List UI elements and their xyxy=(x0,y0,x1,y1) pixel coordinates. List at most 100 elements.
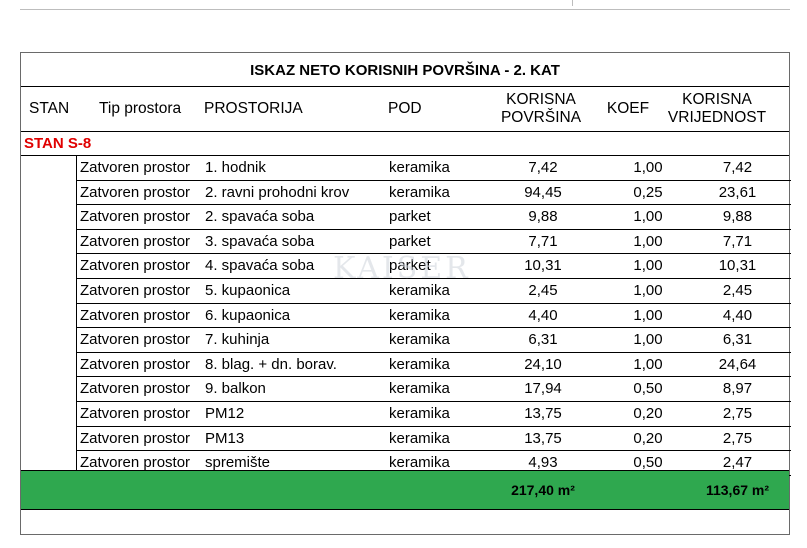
cell-koef: 0,20 xyxy=(633,405,663,422)
header-povrsina: KORISNA POVRŠINA xyxy=(500,90,582,126)
cell-prostorija: spremište xyxy=(205,454,271,472)
table-row: Zatvoren prostor PM12 keramika 13,75 0,20 2,7… xyxy=(76,402,791,427)
table-row: Zatvoren prostor 2. spavaća soba parket 9,8… xyxy=(76,205,791,230)
top-tick xyxy=(572,0,573,6)
cell-prostorija: 9. balkon xyxy=(205,380,266,398)
cell-pod: keramika xyxy=(389,380,450,398)
cell-pod: keramika xyxy=(389,159,450,176)
cell-koef: 1,00 xyxy=(633,331,663,349)
cell-koef: 1,00 xyxy=(633,282,663,299)
cell-prostorija: 6. kupaonica xyxy=(205,306,291,324)
cell-vrijednost: 4,40 xyxy=(722,306,753,324)
table-row: Zatvoren prostor 5. kupaonica keramika 2,45… xyxy=(76,279,791,304)
section-divider xyxy=(21,155,789,156)
header-stan: STAN xyxy=(29,99,70,117)
cell-prostorija: 1. hodnik xyxy=(205,159,266,176)
cell-pod: keramika xyxy=(389,331,450,349)
table-row: Zatvoren prostor 2. ravni prohodni krov ke… xyxy=(76,181,791,206)
cell-vrijednost: 24,64 xyxy=(718,355,757,373)
cell-povrsina: 7,71 xyxy=(528,232,558,250)
cell-tip: Zatvoren prostor xyxy=(80,355,191,373)
header-pod: POD xyxy=(388,99,422,117)
header-divider xyxy=(21,131,789,132)
cell-tip: Zatvoren prostor xyxy=(80,282,191,299)
cell-povrsina: 4,40 xyxy=(528,306,558,324)
table-row: Zatvoren prostor 8. blag. + dn. borav. ker… xyxy=(76,353,791,378)
cell-povrsina: 2,45 xyxy=(528,282,558,299)
cell-vrijednost: 9,88 xyxy=(722,208,753,226)
cell-tip: Zatvoren prostor xyxy=(80,380,191,398)
cell-pod: keramika xyxy=(389,429,450,447)
cell-koef: 1,00 xyxy=(633,232,663,250)
header-tip: Tip prostora xyxy=(99,99,182,117)
cell-vrijednost: 8,97 xyxy=(722,380,753,398)
cell-pod: keramika xyxy=(389,405,450,422)
stan-column-divider xyxy=(76,156,77,470)
watermark: KAISER xyxy=(333,251,471,286)
table-row: Zatvoren prostor 3. spavaća soba parket 7,7… xyxy=(76,230,791,255)
cell-pod: keramika xyxy=(389,183,450,201)
area-table: ISKAZ NETO KORISNIH POVRŠINA - 2. KAT ST… xyxy=(20,52,791,535)
cell-vrijednost: 2,75 xyxy=(722,405,753,422)
cell-vrijednost: 7,42 xyxy=(722,159,753,176)
cell-tip: Zatvoren prostor xyxy=(80,331,191,349)
cell-vrijednost: 2,75 xyxy=(722,429,753,447)
cell-vrijednost: 23,61 xyxy=(718,183,757,201)
table-row: Zatvoren prostor 4. spavaća soba parket 10,… xyxy=(76,254,791,279)
cell-koef: 1,00 xyxy=(633,208,663,226)
table-title: ISKAZ NETO KORISNIH POVRŠINA - 2. KAT xyxy=(21,53,789,87)
total-vrijednost: 113,67 m² xyxy=(705,482,770,498)
cell-prostorija: 2. spavaća soba xyxy=(205,208,315,226)
cell-tip: Zatvoren prostor xyxy=(80,429,191,447)
cell-povrsina: 24,10 xyxy=(524,355,562,373)
cell-prostorija: PM13 xyxy=(205,429,245,447)
cell-prostorija: 8. blag. + dn. borav. xyxy=(205,355,337,373)
cell-koef: 1,00 xyxy=(633,355,663,373)
cell-povrsina: 13,75 xyxy=(524,405,562,422)
cell-pod: keramika xyxy=(389,355,450,373)
cell-koef: 0,50 xyxy=(633,454,663,472)
cell-koef: 1,00 xyxy=(633,159,663,176)
top-rule xyxy=(20,9,790,10)
cell-tip: Zatvoren prostor xyxy=(80,159,191,176)
cell-prostorija: 2. ravni prohodni krov xyxy=(205,183,350,201)
table-row: Zatvoren prostor PM13 keramika 13,75 0,20 2,7… xyxy=(76,427,791,452)
cell-prostorija: 3. spavaća soba xyxy=(205,232,315,250)
cell-povrsina: 13,75 xyxy=(524,429,562,447)
header-prostorija: PROSTORIJA xyxy=(204,99,303,117)
cell-vrijednost: 2,45 xyxy=(722,282,753,299)
cell-povrsina: 9,88 xyxy=(528,208,558,226)
cell-prostorija: 5. kupaonica xyxy=(205,282,291,299)
section-label: STAN S-8 xyxy=(24,135,92,152)
cell-koef: 1,00 xyxy=(633,257,663,275)
cell-pod: keramika xyxy=(389,454,450,472)
cell-vrijednost: 7,71 xyxy=(722,232,753,250)
cell-povrsina: 4,93 xyxy=(528,454,558,472)
cell-povrsina: 94,45 xyxy=(524,183,562,201)
header-koef: KOEF xyxy=(606,99,650,117)
cell-tip: Zatvoren prostor xyxy=(80,257,191,275)
table-row: Zatvoren prostor 1. hodnik keramika 7,42 1,0… xyxy=(76,156,791,181)
cell-vrijednost: 10,31 xyxy=(718,257,757,275)
cell-povrsina: 17,94 xyxy=(524,380,562,398)
cell-prostorija: 4. spavaća soba xyxy=(205,257,315,275)
cell-vrijednost: 2,47 xyxy=(722,454,753,472)
cell-pod: parket xyxy=(389,208,431,226)
cell-vrijednost: 6,31 xyxy=(722,331,753,349)
cell-koef: 0,20 xyxy=(633,429,663,447)
table-row: Zatvoren prostor 7. kuhinja keramika 6,31 1,… xyxy=(76,328,791,353)
cell-koef: 0,50 xyxy=(633,380,663,398)
cell-pod: parket xyxy=(389,257,431,275)
totals-row: 217,40 m² 113,67 m² xyxy=(21,470,789,510)
cell-pod: keramika xyxy=(389,282,450,299)
cell-tip: Zatvoren prostor xyxy=(80,183,191,201)
table-row: Zatvoren prostor 6. kupaonica keramika 4,40… xyxy=(76,304,791,329)
cell-povrsina: 10,31 xyxy=(524,257,562,275)
cell-pod: keramika xyxy=(389,306,450,324)
cell-tip: Zatvoren prostor xyxy=(80,208,191,226)
cell-tip: Zatvoren prostor xyxy=(80,306,191,324)
cell-tip: Zatvoren prostor xyxy=(80,232,191,250)
total-povrsina: 217,40 m² xyxy=(511,482,575,498)
table-row: Zatvoren prostor 9. balkon keramika 17,94 0,… xyxy=(76,377,791,402)
cell-povrsina: 7,42 xyxy=(528,159,558,176)
